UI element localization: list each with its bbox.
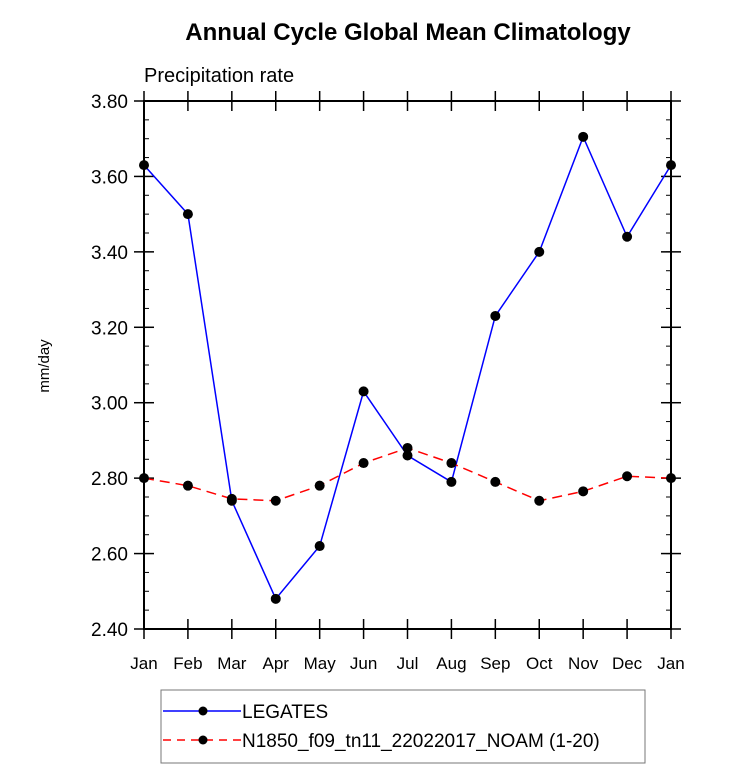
y-tick-label: 2.40 xyxy=(91,620,128,641)
x-tick-label: Dec xyxy=(612,654,643,673)
y-tick-label: 3.40 xyxy=(91,243,128,264)
data-point-1 xyxy=(226,493,237,504)
x-tick-label: Jun xyxy=(350,654,377,673)
x-tick-label: Jan xyxy=(657,654,684,673)
data-point-1 xyxy=(446,458,457,469)
y-tick-label: 3.60 xyxy=(91,167,128,188)
legend-marker-1 xyxy=(198,735,208,745)
data-point-0 xyxy=(578,131,589,142)
data-point-1 xyxy=(534,495,545,506)
data-point-0 xyxy=(358,386,369,397)
data-point-0 xyxy=(182,209,193,220)
x-tick-label: Feb xyxy=(173,654,202,673)
x-tick-label: Apr xyxy=(263,654,290,673)
data-point-1 xyxy=(314,480,325,491)
data-point-1 xyxy=(578,486,589,497)
y-axis-label: mm/day xyxy=(36,339,53,393)
data-point-1 xyxy=(402,442,413,453)
y-tick-label: 3.00 xyxy=(91,394,128,415)
axis-ticks: 2.40 2.60 2.80 3.00 3.20 3.40 3.60 3.80 Jan Feb Ma… xyxy=(91,91,685,673)
chart-title: Annual Cycle Global Mean Climatology xyxy=(185,19,631,46)
data-point-1 xyxy=(270,495,281,506)
data-point-1 xyxy=(358,458,369,469)
data-point-0 xyxy=(270,593,281,604)
legend-marker-0 xyxy=(198,706,208,716)
legend: LEGATES N1850_f09_tn11_22022017_NOAM (1-2… xyxy=(160,689,646,764)
y-tick-label: 3.80 xyxy=(91,92,128,113)
legend-label-0: LEGATES xyxy=(242,702,328,723)
legend-box xyxy=(160,689,646,764)
x-tick-label: Aug xyxy=(436,654,466,673)
y-tick-label: 2.80 xyxy=(91,469,128,490)
x-tick-label: Nov xyxy=(568,654,599,673)
data-point-0 xyxy=(490,310,501,321)
data-point-0 xyxy=(402,450,413,461)
x-tick-label: Jul xyxy=(397,654,419,673)
data-point-1 xyxy=(622,471,633,482)
series-line-0 xyxy=(143,134,672,601)
y-tick-label: 2.60 xyxy=(91,545,128,566)
x-tick-label: Jan xyxy=(130,654,157,673)
chart-subtitle: Precipitation rate xyxy=(144,65,294,87)
series-lines xyxy=(139,131,676,604)
data-point-1 xyxy=(490,476,501,487)
legend-label-1: N1850_f09_tn11_22022017_NOAM (1-20) xyxy=(242,731,600,752)
y-tick-label: 3.20 xyxy=(91,318,128,339)
data-point-0 xyxy=(534,246,545,257)
x-tick-label: Oct xyxy=(526,654,553,673)
data-point-0 xyxy=(622,231,633,242)
x-tick-label: May xyxy=(304,654,337,673)
plot-frame xyxy=(143,100,672,630)
data-point-1 xyxy=(182,480,193,491)
x-tick-label: Sep xyxy=(480,654,510,673)
data-point-0 xyxy=(446,476,457,487)
data-point-0 xyxy=(314,541,325,552)
x-tick-label: Mar xyxy=(217,654,247,673)
